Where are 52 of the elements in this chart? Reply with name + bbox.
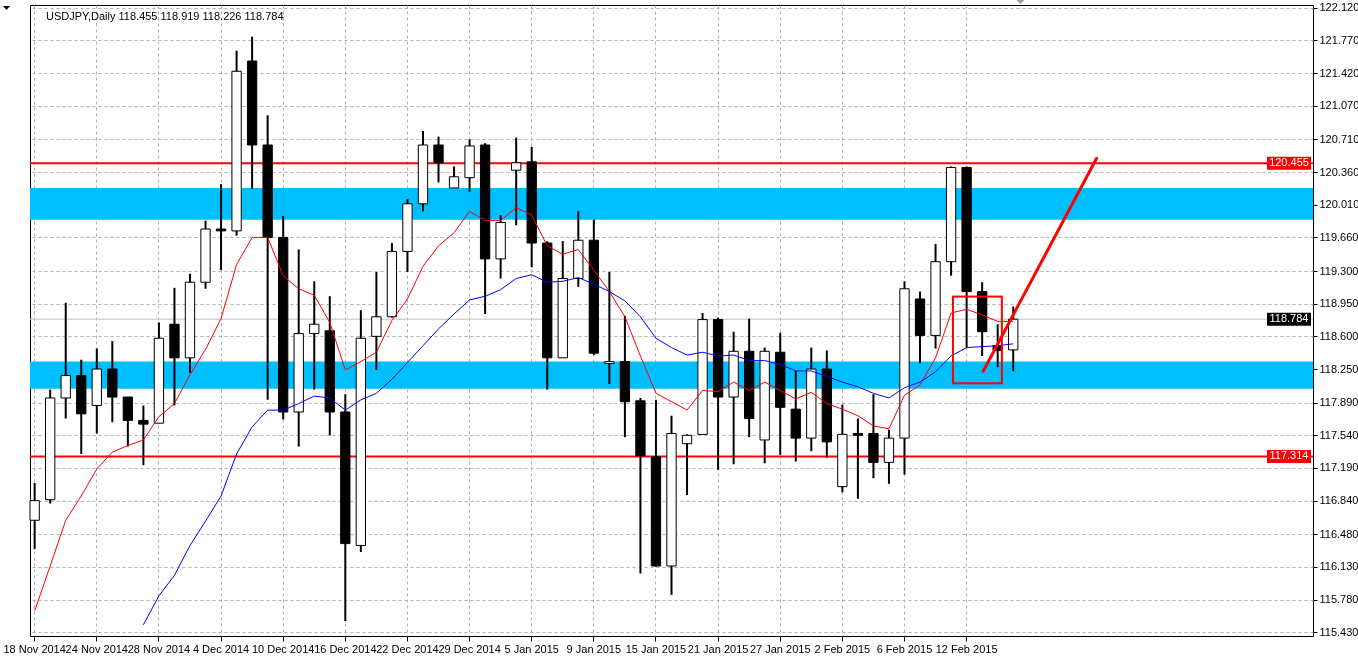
candlestick (138, 404, 149, 467)
x-tick-label: 12 Feb 2015 (935, 642, 998, 655)
candlestick (433, 135, 444, 184)
y-tick-label: 121.070 (1319, 99, 1358, 112)
y-tick-label: 115.780 (1319, 593, 1358, 606)
ref-line-label: 117.314 (1269, 449, 1309, 462)
x-tick-label: 9 Jan 2015 (566, 642, 622, 655)
x-tick-label: 10 Dec 2014 (251, 642, 315, 655)
y-tick-label: 119.300 (1319, 264, 1358, 277)
x-tick-label: 15 Jan 2015 (625, 642, 687, 655)
y-tick-label: 118.600 (1319, 329, 1358, 342)
candlestick (122, 396, 134, 448)
x-tick-label: 5 Jan 2015 (504, 642, 559, 655)
candlestick (371, 270, 382, 371)
x-tick-label: 4 Dec 2014 (192, 642, 250, 655)
candlestick (681, 433, 693, 497)
candlestick (511, 136, 522, 227)
y-tick-label: 116.840 (1319, 494, 1358, 507)
candlestick (448, 165, 460, 189)
x-tick-label: 29 Dec 2014 (438, 642, 501, 655)
x-tick-label: 28 Nov 2014 (127, 642, 191, 655)
y-tick-label: 118.950 (1319, 297, 1358, 310)
y-tick-label: 122.120 (1319, 1, 1358, 14)
candlestick (309, 280, 320, 391)
y-tick-label: 120.010 (1319, 198, 1358, 211)
y-tick-label: 117.890 (1319, 396, 1358, 409)
ref-line-label: 120.455 (1269, 156, 1309, 169)
candlestick (215, 183, 227, 272)
y-tick-label: 120.360 (1319, 165, 1358, 178)
x-tick-label: 21 Jan 2015 (687, 642, 749, 655)
candlestick (852, 417, 864, 500)
y-tick-label: 119.660 (1319, 230, 1358, 243)
x-tick-label: 16 Dec 2014 (314, 642, 377, 655)
x-tick-label: 27 Jan 2015 (749, 642, 811, 655)
y-tick-label: 116.130 (1319, 560, 1358, 573)
y-tick-label: 121.420 (1319, 66, 1358, 79)
y-tick-label: 121.770 (1319, 33, 1358, 46)
y-tick-label: 117.190 (1319, 461, 1358, 474)
x-tick-label: 22 Dec 2014 (376, 642, 439, 655)
y-tick-label: 117.540 (1319, 428, 1358, 441)
y-tick-label: 116.480 (1319, 527, 1358, 540)
chart-title: USDJPY,Daily 118.455 118.919 118.226 118.784 (46, 9, 284, 22)
x-tick-label: 6 Feb 2015 (876, 642, 933, 655)
candlestick (604, 270, 615, 385)
x-tick-label: 2 Feb 2015 (814, 642, 871, 655)
candlestick (60, 301, 71, 420)
x-tick-label: 24 Nov 2014 (65, 642, 128, 655)
ref-line-label: 118.784 (1269, 312, 1309, 325)
y-tick-label: 120.710 (1319, 132, 1358, 145)
x-tick-label: 18 Nov 2014 (3, 642, 66, 655)
y-tick-label: 115.430 (1319, 625, 1358, 638)
y-tick-label: 118.250 (1319, 362, 1358, 375)
